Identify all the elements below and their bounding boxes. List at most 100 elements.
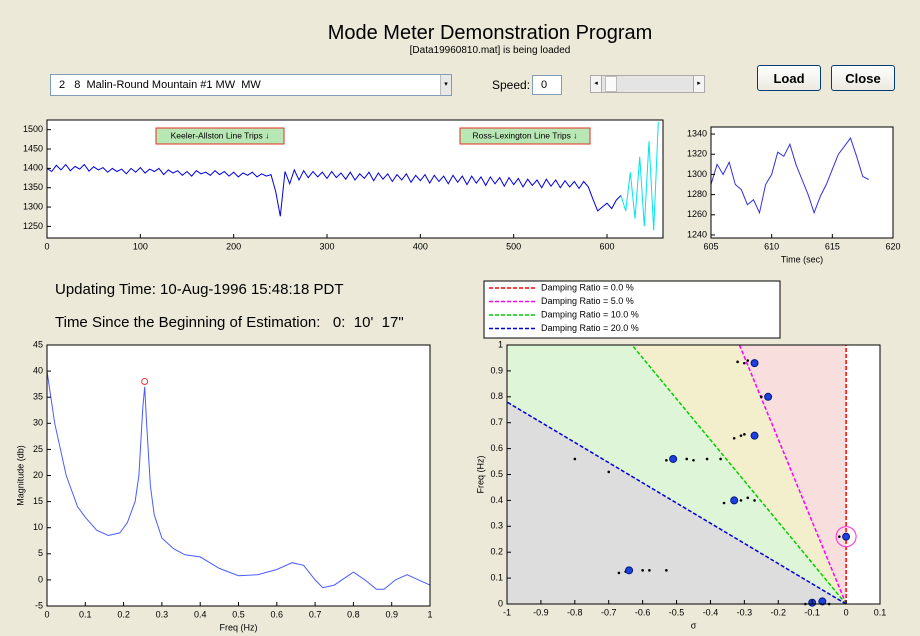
annotation: Ross-Lexington Line Trips ↓	[473, 130, 578, 140]
x-tick-label: 0.6	[271, 609, 284, 619]
point	[760, 395, 763, 399]
point	[736, 360, 739, 364]
elapsed-time: Time Since the Beginning of Estimation: …	[55, 314, 404, 331]
x-axis-label: Freq (Hz)	[220, 622, 258, 632]
x-tick-label: 0.4	[194, 609, 207, 619]
slider-left[interactable]: ◂	[591, 76, 602, 92]
point	[719, 457, 722, 461]
x-tick-label: -0.7	[601, 607, 617, 617]
point	[746, 359, 750, 362]
y-tick-label: 1400	[23, 163, 43, 173]
y-tick-label: 1240	[687, 229, 707, 239]
point	[730, 496, 739, 505]
y-tick-label: 25	[33, 444, 43, 454]
x-tick-label: -0.3	[737, 607, 753, 617]
annotation-box	[459, 127, 591, 145]
y-tick-label: 45	[33, 339, 43, 349]
y-tick-label: 40	[33, 365, 43, 375]
y-tick-label: 1280	[687, 189, 707, 199]
point	[665, 458, 668, 462]
y-tick-label: 0.4	[490, 495, 503, 505]
point	[617, 571, 621, 575]
y-tick-label: 1450	[23, 143, 43, 153]
x-tick-label: 0.1	[79, 609, 92, 619]
point	[750, 431, 759, 440]
point	[669, 454, 678, 463]
line-series	[47, 371, 430, 590]
y-axis-label: Magnitude (db)	[15, 445, 25, 506]
x-tick-label: 0	[844, 607, 849, 617]
axes-frame	[46, 119, 664, 239]
point	[705, 457, 709, 461]
y-tick-label: 1250	[23, 221, 43, 231]
plot-area	[47, 121, 659, 231]
y-tick-label: 0.3	[490, 521, 503, 531]
speed-input[interactable]: 0	[532, 75, 562, 95]
x-tick-label: 620	[885, 241, 900, 251]
point	[842, 532, 851, 541]
x-tick-label: 200	[226, 241, 241, 251]
slider-thumb[interactable]	[605, 76, 617, 92]
x-tick-label: 400	[413, 241, 428, 251]
title: Mode Meter Demonstration Program	[327, 22, 653, 44]
y-tick-label: 0.1	[490, 572, 503, 582]
y-tick-label: 0.6	[490, 443, 503, 453]
point	[739, 499, 743, 502]
load-button[interactable]: Load	[757, 65, 821, 91]
point	[764, 392, 773, 401]
point	[743, 361, 746, 365]
point	[573, 457, 577, 461]
x-tick-label: -0.4	[703, 607, 719, 617]
annotation-box	[155, 127, 285, 145]
plot-area	[711, 137, 869, 215]
x-tick-label: 0.2	[117, 609, 130, 619]
y-tick-label: 1350	[23, 182, 43, 192]
point	[746, 496, 750, 500]
point	[743, 433, 746, 436]
x-tick-label: 605	[703, 241, 718, 251]
point	[753, 499, 756, 502]
slider[interactable]: ◂ ▸	[590, 75, 705, 93]
axes-background	[711, 127, 893, 238]
close-button[interactable]: Close	[831, 65, 895, 91]
y-axis-label: Freq (Hz)	[475, 455, 485, 493]
point	[732, 436, 736, 440]
y-tick-label: 35	[33, 392, 43, 402]
annotation: Keeler-Allston Line Trips ↓	[171, 130, 270, 140]
x-tick-label: -0.9	[533, 607, 549, 617]
y-tick-label: 10	[33, 522, 43, 532]
x-axis-label: σ	[691, 620, 697, 630]
point	[739, 434, 743, 437]
x-tick-label: 0.9	[385, 609, 398, 619]
y-tick-label: 1300	[23, 201, 43, 211]
dropdown-arrow[interactable]: ▾	[440, 75, 451, 95]
point	[625, 566, 634, 575]
x-tick-label: 0.5	[232, 609, 245, 619]
x-tick-label: -1	[503, 607, 511, 617]
point	[665, 569, 668, 572]
x-tick-label: 0.8	[347, 609, 360, 619]
x-tick-label: 0.1	[874, 607, 887, 617]
point	[648, 569, 651, 572]
point	[838, 535, 841, 538]
point	[692, 458, 695, 462]
plot-area	[47, 371, 430, 590]
x-tick-label: 0	[44, 241, 49, 251]
speed-label: Speed:	[492, 78, 531, 92]
point	[641, 569, 644, 572]
point	[685, 457, 689, 461]
y-tick-label: 0.9	[490, 365, 503, 375]
y-tick-label: 1260	[687, 209, 707, 219]
slider-right[interactable]: ▸	[693, 76, 704, 92]
line-series	[620, 121, 659, 231]
x-tick-label: -0.6	[635, 607, 651, 617]
x-tick-label: 0.3	[156, 609, 169, 619]
y-tick-label: 0.8	[490, 391, 503, 401]
y-tick-label: 15	[33, 496, 43, 506]
axes-frame	[710, 126, 894, 239]
y-tick-label: 0	[498, 598, 503, 608]
y-tick-label: 1	[498, 339, 503, 349]
dropdown-text: 2 8 Malin-Round Mountain #1 MW MW	[59, 79, 261, 91]
dropdown[interactable]: 2 8 Malin-Round Mountain #1 MW MW ▾	[50, 74, 452, 96]
